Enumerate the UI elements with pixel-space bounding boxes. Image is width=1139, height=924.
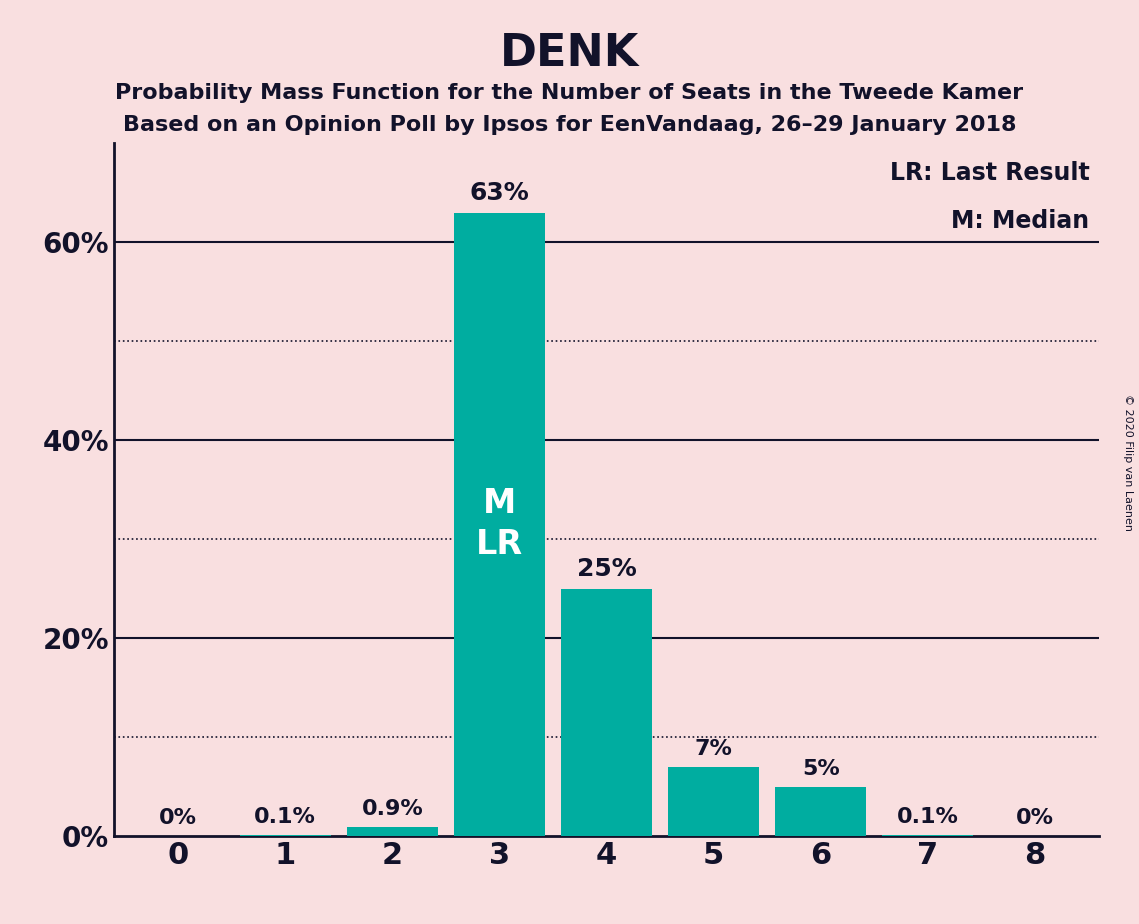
Text: 63%: 63% bbox=[469, 180, 530, 204]
Text: LR: Last Result: LR: Last Result bbox=[890, 161, 1089, 185]
Text: 25%: 25% bbox=[576, 557, 637, 581]
Text: 0.1%: 0.1% bbox=[254, 808, 317, 827]
Bar bbox=[346, 827, 437, 836]
Bar bbox=[562, 589, 652, 836]
Bar bbox=[776, 786, 867, 836]
Text: 7%: 7% bbox=[695, 739, 732, 759]
Text: 0%: 0% bbox=[159, 808, 197, 828]
Text: Probability Mass Function for the Number of Seats in the Tweede Kamer: Probability Mass Function for the Number… bbox=[115, 83, 1024, 103]
Bar bbox=[454, 213, 544, 836]
Text: DENK: DENK bbox=[500, 32, 639, 76]
Text: 5%: 5% bbox=[802, 759, 839, 779]
Bar bbox=[883, 835, 974, 836]
Text: M: Median: M: Median bbox=[951, 209, 1089, 233]
Bar bbox=[239, 835, 330, 836]
Text: © 2020 Filip van Laenen: © 2020 Filip van Laenen bbox=[1123, 394, 1133, 530]
Text: M
LR: M LR bbox=[476, 488, 523, 561]
Text: 0%: 0% bbox=[1016, 808, 1054, 828]
Text: 0.1%: 0.1% bbox=[896, 808, 959, 827]
Bar bbox=[669, 767, 759, 836]
Text: 0.9%: 0.9% bbox=[361, 799, 424, 820]
Text: Based on an Opinion Poll by Ipsos for EenVandaag, 26–29 January 2018: Based on an Opinion Poll by Ipsos for Ee… bbox=[123, 115, 1016, 135]
